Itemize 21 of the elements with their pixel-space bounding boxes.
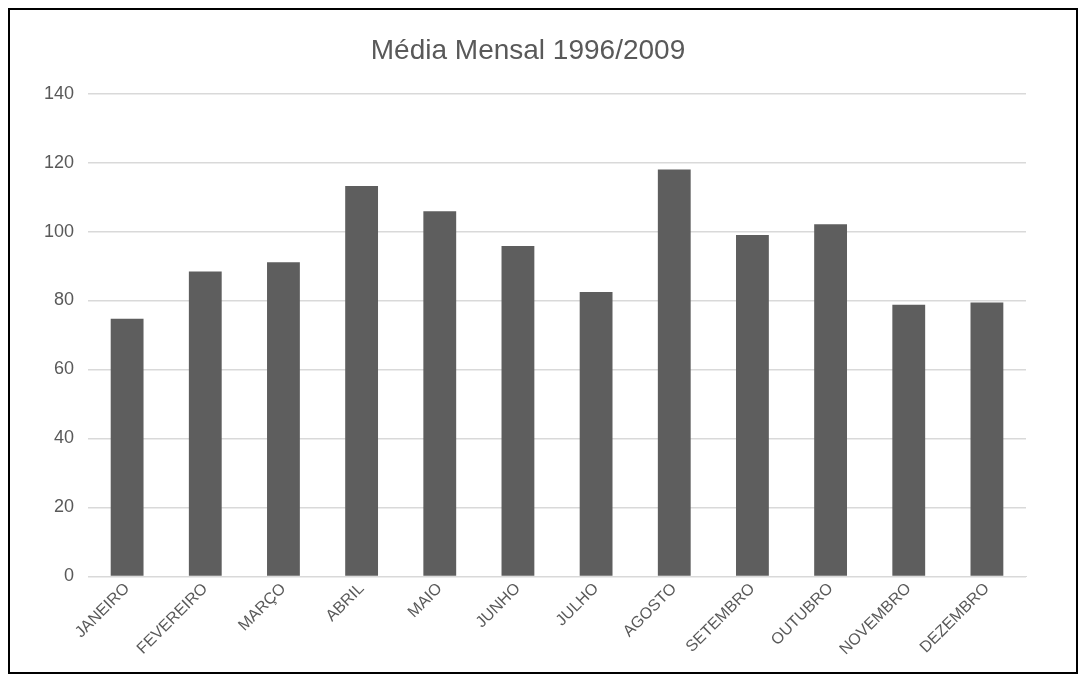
- bar: [579, 291, 613, 576]
- bar: [267, 262, 300, 576]
- chart-title: Média Mensal 1996/2009: [370, 33, 686, 65]
- y-tick-label: 20: [54, 496, 75, 517]
- y-tick-label: 40: [54, 427, 75, 448]
- bar: [110, 318, 144, 576]
- bar: [657, 169, 691, 576]
- y-tick-label: 100: [43, 220, 75, 241]
- y-tick-label: 80: [54, 289, 75, 310]
- bar: [423, 211, 457, 576]
- bar: [345, 186, 379, 576]
- y-tick-label: 140: [43, 82, 75, 103]
- y-tick-label: 120: [43, 151, 75, 172]
- y-tick-label: 0: [64, 565, 75, 586]
- bar: [814, 224, 847, 576]
- bar: [970, 302, 1004, 576]
- bar: [188, 271, 222, 576]
- bar: [501, 246, 535, 576]
- y-tick-label: 60: [54, 358, 75, 379]
- bar: [736, 235, 769, 576]
- bar: [892, 304, 926, 576]
